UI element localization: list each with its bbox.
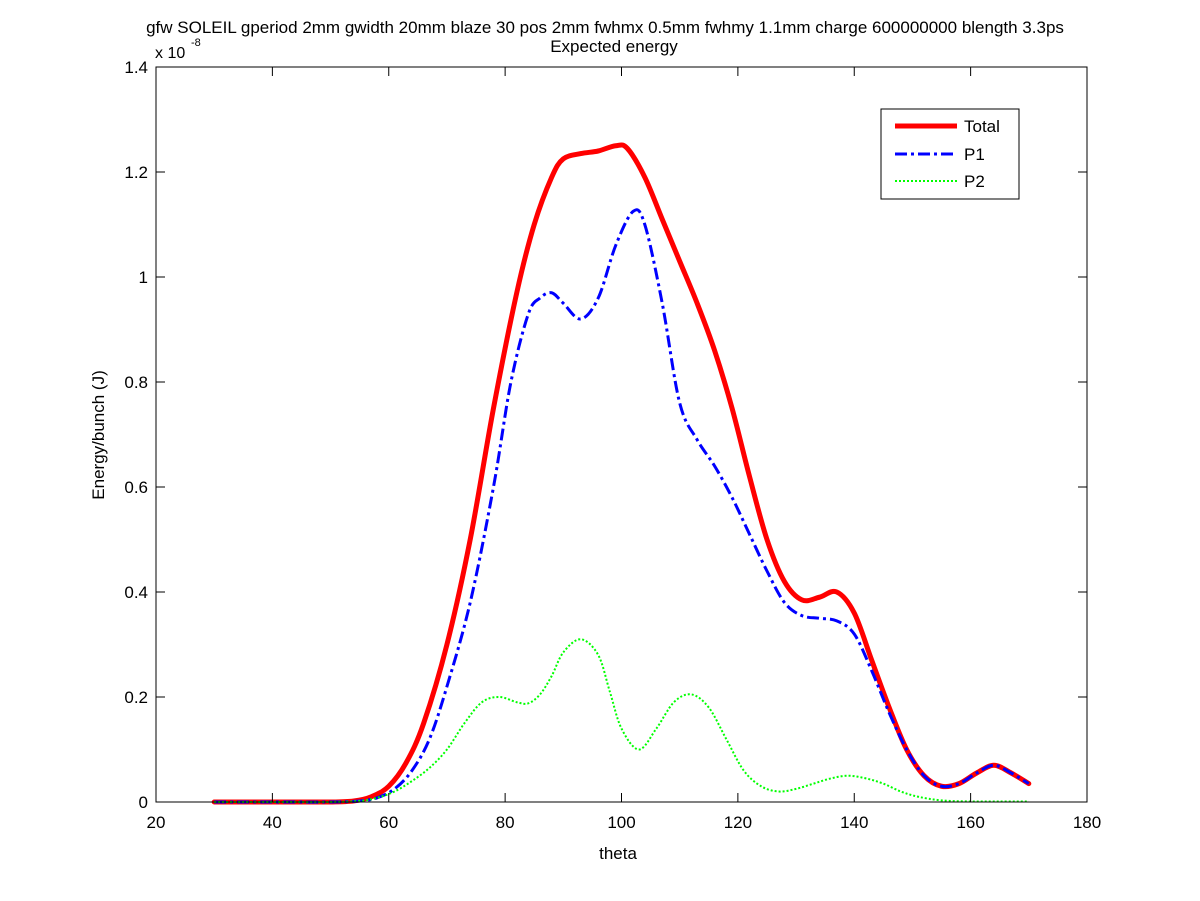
y-tick-label: 1.4	[124, 58, 148, 77]
y-axis-label: Energy/bunch (J)	[89, 370, 108, 499]
x-tick-label: 60	[379, 813, 398, 832]
x-tick-label: 100	[607, 813, 635, 832]
legend-label-p2: P2	[964, 172, 985, 191]
tick-marks	[155, 66, 1088, 803]
x-tick-label: 180	[1073, 813, 1101, 832]
y-exponent-base: x 10	[155, 45, 185, 62]
series-layer	[211, 142, 1032, 805]
x-tick-label: 40	[263, 813, 282, 832]
x-tick-label: 120	[724, 813, 752, 832]
x-tick-label: 20	[147, 813, 166, 832]
y-tick-label: 0.8	[124, 373, 148, 392]
y-tick-label: 0.6	[124, 478, 148, 497]
chart-title-line2: Expected energy	[550, 37, 678, 56]
plot-area	[211, 142, 1032, 805]
x-tick-label: 160	[956, 813, 984, 832]
y-tick-label: 1.2	[124, 163, 148, 182]
series-line-p1	[214, 208, 1030, 804]
chart-title-line1: gfw SOLEIL gperiod 2mm gwidth 20mm blaze…	[146, 18, 1064, 37]
legend-label-total: Total	[964, 117, 1000, 136]
y-tick-labels: 0 0.2 0.4 0.6 0.8 1 1.2 1.4	[124, 58, 148, 812]
x-tick-label: 140	[840, 813, 868, 832]
y-tick-label: 0.2	[124, 688, 148, 707]
x-tick-labels: 20 40 60 80 100 120 140 160 180	[147, 813, 1102, 832]
y-tick-label: 1	[139, 268, 148, 287]
legend-label-p1: P1	[964, 145, 985, 164]
y-exponent-power: -8	[191, 37, 201, 49]
legend: Total P1 P2	[880, 108, 1020, 200]
x-axis-label: theta	[599, 844, 637, 863]
x-tick-label: 80	[496, 813, 515, 832]
series-line-p2	[214, 638, 1029, 804]
y-tick-label: 0.4	[124, 583, 148, 602]
y-tick-label: 0	[139, 793, 148, 812]
